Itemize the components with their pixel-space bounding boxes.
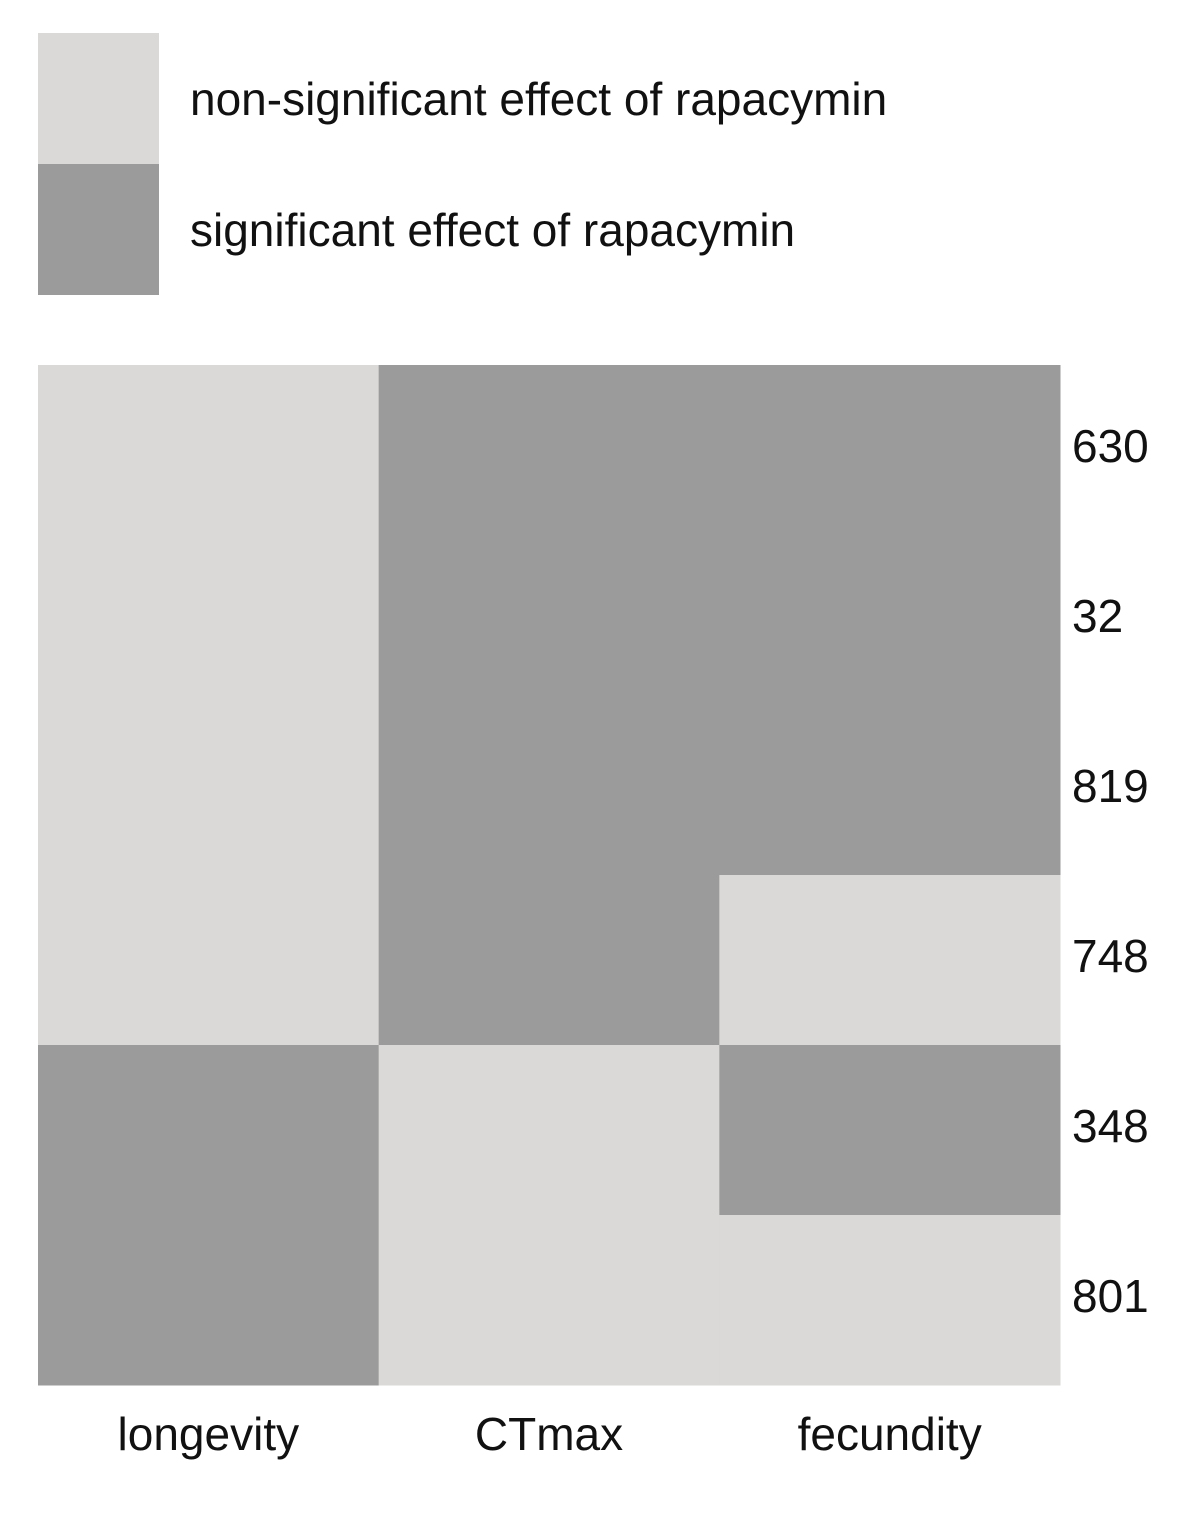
row-label: 819 xyxy=(1072,760,1149,812)
column-label: longevity xyxy=(118,1408,300,1460)
cell xyxy=(38,535,380,706)
cell xyxy=(38,1215,380,1386)
column-label: fecundity xyxy=(798,1408,982,1460)
cell xyxy=(378,875,720,1046)
cell xyxy=(378,705,720,876)
cell xyxy=(38,705,380,876)
cell xyxy=(38,875,380,1046)
cell xyxy=(38,1045,380,1216)
cell xyxy=(719,535,1061,706)
row-label: 348 xyxy=(1072,1100,1149,1152)
row-label: 801 xyxy=(1072,1270,1149,1322)
cell xyxy=(378,535,720,706)
cell xyxy=(719,875,1061,1046)
cell xyxy=(719,1045,1061,1216)
legend-label: significant effect of rapacymin xyxy=(190,204,795,256)
cell xyxy=(378,365,720,536)
cell xyxy=(378,1215,720,1386)
row-label: 32 xyxy=(1072,590,1123,642)
row-label: 748 xyxy=(1072,930,1149,982)
legend-swatch xyxy=(38,33,159,164)
cell xyxy=(719,365,1061,536)
legend-swatch xyxy=(38,164,159,295)
cell xyxy=(378,1045,720,1216)
cell xyxy=(719,705,1061,876)
cell xyxy=(719,1215,1061,1386)
legend-label: non-significant effect of rapacymin xyxy=(190,73,887,125)
row-label: 630 xyxy=(1072,420,1149,472)
column-label: CTmax xyxy=(475,1408,623,1460)
cell xyxy=(38,365,380,536)
